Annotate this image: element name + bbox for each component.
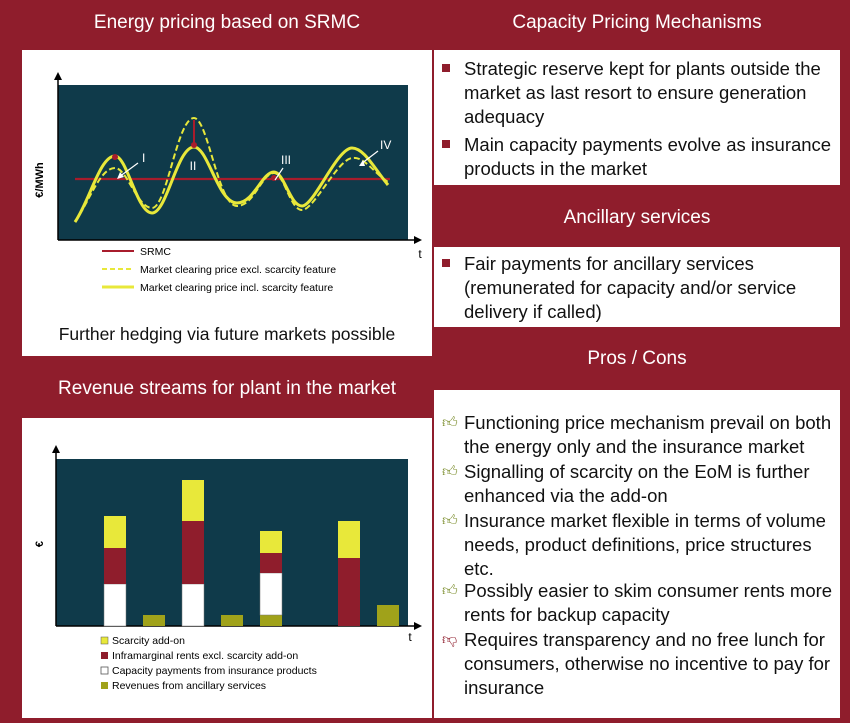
revenue-x-axis-label: t	[408, 630, 412, 644]
bar1-scarcity	[104, 516, 126, 548]
ancillary-services-panel: Fair payments for ancillary services (re…	[434, 247, 840, 327]
capacity-pricing-header: Capacity Pricing Mechanisms	[434, 12, 840, 34]
pro-text: Insurance market flexible in terms of vo…	[464, 510, 826, 579]
capacity-bullet: Main capacity payments evolve as insuran…	[442, 133, 834, 181]
pro-text: Signalling of scarcity on the EoM is fur…	[464, 461, 810, 506]
label-i: I	[142, 151, 145, 165]
thumbs-up-icon: 👍︎	[442, 512, 458, 529]
bar1-inframarginal	[104, 548, 126, 584]
bar3-inframarginal	[260, 553, 282, 573]
pros-cons-header: Pros / Cons	[434, 348, 840, 370]
label-iv: IV	[380, 138, 391, 152]
capacity-bullet-text: Main capacity payments evolve as insuran…	[464, 134, 832, 179]
thumbs-up-icon: 👍︎	[442, 463, 458, 480]
revenue-y-axis-label: €	[34, 541, 46, 547]
bar4-scarcity	[338, 521, 360, 558]
revenue-stack-chart: € t Scarcity add-on Inframarginal rents …	[34, 445, 422, 692]
bar2-scarcity	[182, 480, 204, 521]
thumbs-up-icon: 👍︎	[442, 414, 458, 431]
revenue-y-axis-arrow	[52, 445, 60, 453]
label-iii: III	[281, 153, 291, 167]
legend-inframarginal-swatch	[101, 652, 108, 659]
energy-y-axis-label: €/MWh	[34, 162, 46, 198]
legend-capacity-label: Capacity payments from insurance product…	[112, 665, 317, 677]
bar1-ancillary	[143, 615, 165, 626]
capacity-pricing-title: Capacity Pricing Mechanisms	[512, 12, 762, 33]
pro-text: Functioning price mechanism prevail on b…	[464, 412, 832, 457]
legend-incl-label: Market clearing price incl. scarcity fea…	[140, 282, 333, 294]
bar2-ancillary	[221, 615, 243, 626]
energy-price-chart: €/MWh t I II III IV SRMC Market clearing…	[34, 72, 422, 294]
pro-item: 👍︎ Insurance market flexible in terms of…	[442, 509, 834, 581]
bar4-inframarginal	[338, 558, 360, 626]
energy-chart-plot-area	[58, 85, 408, 240]
hedging-note: Further hedging via future markets possi…	[58, 324, 396, 344]
con-item: 👎︎ Requires transparency and no free lun…	[442, 628, 834, 700]
bullet-square-icon	[442, 259, 450, 267]
bar2-capacity	[181, 583, 205, 627]
energy-x-axis-arrow	[414, 236, 422, 244]
pro-item: 👍︎ Signalling of scarcity on the EoM is …	[442, 460, 834, 508]
ancillary-bullet: Fair payments for ancillary services (re…	[442, 252, 834, 324]
bar1-capacity	[103, 583, 127, 627]
legend-inframarginal-label: Inframarginal rents excl. scarcity add-o…	[112, 650, 298, 662]
energy-x-axis-label: t	[418, 247, 422, 261]
energy-pricing-header: Energy pricing based on SRMC	[22, 12, 432, 34]
price-incl-scarcity-curve	[73, 145, 390, 223]
bullet-square-icon	[442, 140, 450, 148]
legend-scarcity-swatch	[100, 636, 109, 645]
revenue-streams-panel: € t Scarcity add-on Inframarginal rents …	[22, 418, 432, 718]
bar2-inframarginal	[182, 521, 204, 584]
legend-ancillary-swatch	[101, 682, 108, 689]
capacity-bullet-text: Strategic reserve kept for plants outsid…	[464, 58, 821, 127]
ancillary-services-title: Ancillary services	[563, 207, 711, 228]
revenue-streams-header: Revenue streams for plant in the market	[22, 378, 432, 400]
peak-marker-i	[112, 154, 118, 160]
con-text: Requires transparency and no free lunch …	[464, 629, 831, 698]
legend-excl-label: Market clearing price excl. scarcity fea…	[140, 264, 336, 276]
legend-srmc-label: SRMC	[140, 246, 171, 258]
label-iv-arrow	[360, 150, 379, 165]
pros-cons-title: Pros / Cons	[587, 348, 687, 369]
legend-capacity-swatch	[100, 666, 109, 675]
label-i-arrowhead	[117, 172, 124, 179]
revenue-streams-title: Revenue streams for plant in the market	[58, 378, 396, 399]
pro-item: 👍︎ Functioning price mechanism prevail o…	[442, 411, 834, 459]
label-i-arrow	[118, 162, 139, 178]
bar3-capacity	[259, 572, 283, 616]
bar3-scarcity	[260, 531, 282, 553]
bar4-ancillary	[377, 605, 399, 626]
bullet-square-icon	[442, 64, 450, 72]
energy-y-axis-arrow	[54, 72, 62, 80]
revenue-x-axis-arrow	[414, 622, 422, 630]
energy-pricing-panel: €/MWh t I II III IV SRMC Market clearing…	[22, 50, 432, 356]
ancillary-services-header: Ancillary services	[434, 207, 840, 229]
pro-item: 👍︎ Possibly easier to skim consumer rent…	[442, 579, 834, 627]
thumbs-down-icon: 👎︎	[442, 631, 458, 648]
pros-cons-panel: 👍︎ Functioning price mechanism prevail o…	[434, 390, 840, 718]
energy-pricing-title: Energy pricing based on SRMC	[93, 12, 361, 33]
pro-text: Possibly easier to skim consumer rents m…	[464, 580, 833, 625]
label-ii: II	[190, 159, 197, 173]
capacity-bullet: Strategic reserve kept for plants outsid…	[442, 57, 834, 129]
bar3-ancillary	[260, 615, 282, 626]
thumbs-up-icon: 👍︎	[442, 582, 458, 599]
label-iv-arrowhead	[359, 160, 365, 166]
legend-scarcity-label: Scarcity add-on	[112, 635, 185, 647]
ancillary-bullet-text: Fair payments for ancillary services (re…	[464, 253, 797, 322]
capacity-pricing-panel: Strategic reserve kept for plants outsid…	[434, 50, 840, 185]
label-iii-arrow	[274, 167, 284, 181]
legend-ancillary-label: Revenues from ancillary services	[112, 680, 266, 692]
